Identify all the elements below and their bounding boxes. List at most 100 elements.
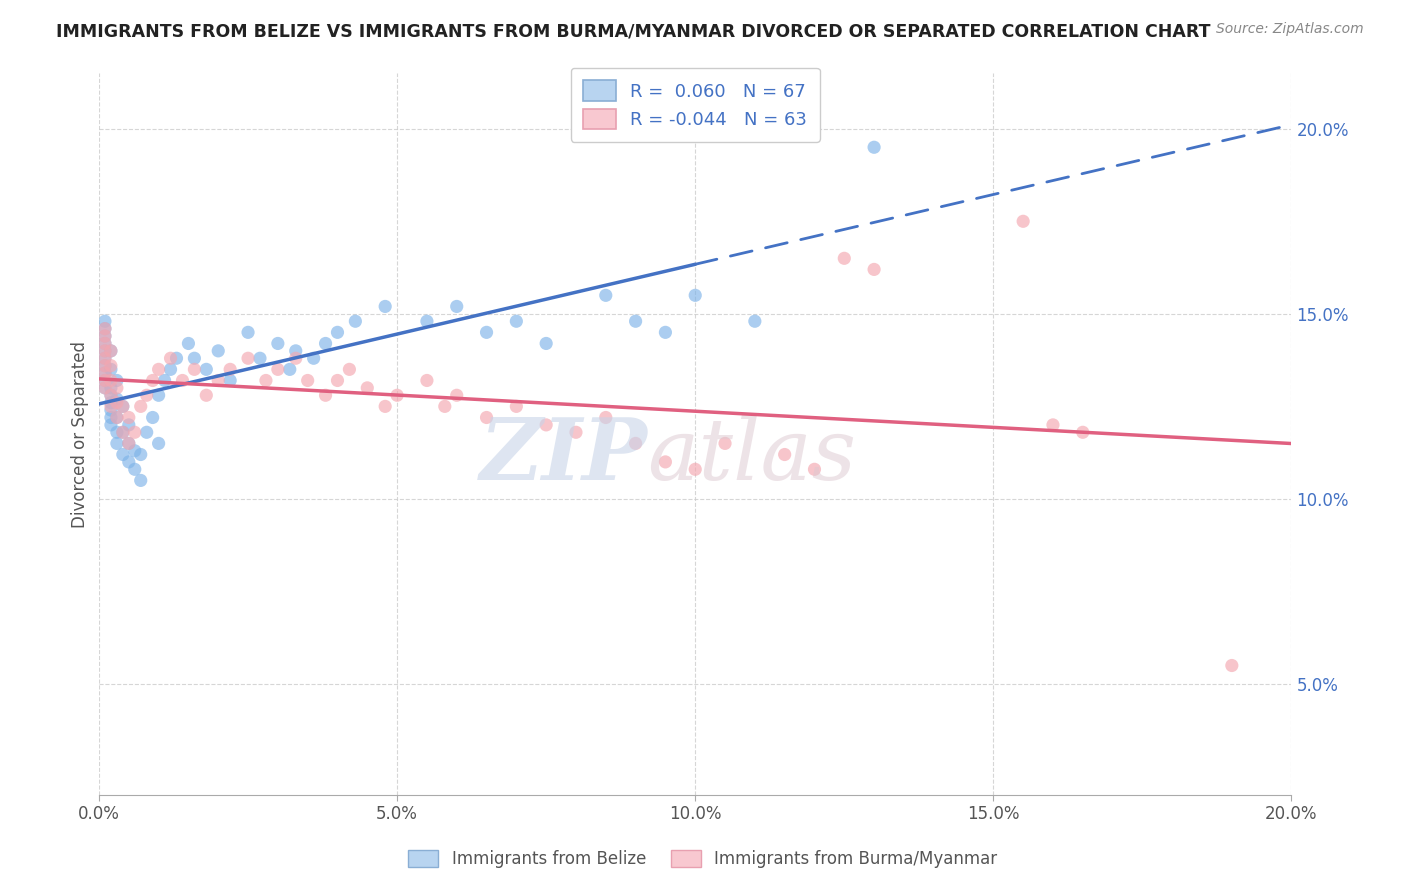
Point [595, 410, 617, 425]
Point [94, 351, 117, 366]
Point [94, 359, 117, 373]
Point [278, 362, 301, 376]
Point [683, 462, 706, 476]
Point [100, 362, 122, 376]
Point [863, 140, 886, 154]
Point [94, 321, 117, 335]
Point [326, 374, 349, 388]
Point [111, 400, 134, 414]
Point [100, 410, 122, 425]
Point [475, 326, 498, 340]
Point [124, 443, 146, 458]
Point [416, 314, 439, 328]
Point [505, 314, 527, 328]
Point [534, 336, 557, 351]
Point [195, 388, 218, 402]
Point [124, 425, 146, 440]
Point [100, 395, 122, 409]
Point [744, 314, 766, 328]
Point [148, 436, 170, 450]
Point [111, 425, 134, 440]
Point [195, 362, 218, 376]
Point [475, 410, 498, 425]
Point [159, 351, 181, 366]
Point [172, 374, 194, 388]
Point [94, 366, 117, 380]
Point [100, 417, 122, 432]
Point [94, 329, 117, 343]
Point [1042, 417, 1064, 432]
Point [1012, 214, 1035, 228]
Point [100, 388, 122, 402]
Point [624, 314, 647, 328]
Point [135, 388, 157, 402]
Text: atlas: atlas [648, 415, 856, 497]
Point [100, 359, 122, 373]
Point [105, 381, 128, 395]
Point [159, 362, 181, 376]
Point [207, 374, 229, 388]
Legend: Immigrants from Belize, Immigrants from Burma/Myanmar: Immigrants from Belize, Immigrants from … [402, 843, 1004, 875]
Point [832, 252, 855, 266]
Point [105, 436, 128, 450]
Point [105, 395, 128, 409]
Point [446, 388, 468, 402]
Point [111, 400, 134, 414]
Point [714, 436, 737, 450]
Point [129, 448, 152, 462]
Point [94, 381, 117, 395]
Point [1220, 658, 1243, 673]
Point [100, 403, 122, 417]
Point [94, 374, 117, 388]
Point [142, 374, 165, 388]
Point [297, 374, 319, 388]
Point [105, 374, 128, 388]
Point [94, 366, 117, 380]
Point [100, 343, 122, 358]
Point [284, 343, 307, 358]
Point [219, 374, 242, 388]
Point [100, 388, 122, 402]
Point [129, 400, 152, 414]
Point [505, 400, 527, 414]
Point [683, 288, 706, 302]
Point [153, 374, 176, 388]
Point [118, 455, 141, 469]
Point [654, 326, 676, 340]
Point [773, 448, 796, 462]
Point [565, 425, 588, 440]
Point [267, 362, 290, 376]
Point [94, 336, 117, 351]
Point [94, 329, 117, 343]
Point [148, 388, 170, 402]
Point [100, 374, 122, 388]
Point [100, 381, 122, 395]
Point [1071, 425, 1094, 440]
Point [94, 351, 117, 366]
Point [105, 425, 128, 440]
Point [654, 455, 676, 469]
Point [284, 351, 307, 366]
Point [94, 359, 117, 373]
Point [385, 388, 408, 402]
Point [94, 343, 117, 358]
Point [118, 410, 141, 425]
Point [315, 336, 337, 351]
Point [94, 314, 117, 328]
Point [446, 300, 468, 314]
Point [254, 374, 277, 388]
Point [863, 262, 886, 277]
Point [339, 362, 361, 376]
Point [94, 374, 117, 388]
Point [315, 388, 337, 402]
Point [94, 381, 117, 395]
Text: Source: ZipAtlas.com: Source: ZipAtlas.com [1216, 22, 1364, 37]
Point [94, 336, 117, 351]
Point [326, 326, 349, 340]
Point [803, 121, 825, 136]
Text: IMMIGRANTS FROM BELIZE VS IMMIGRANTS FROM BURMA/MYANMAR DIVORCED OR SEPARATED CO: IMMIGRANTS FROM BELIZE VS IMMIGRANTS FRO… [56, 22, 1211, 40]
Point [100, 343, 122, 358]
Point [100, 400, 122, 414]
Point [105, 410, 128, 425]
Point [433, 400, 456, 414]
